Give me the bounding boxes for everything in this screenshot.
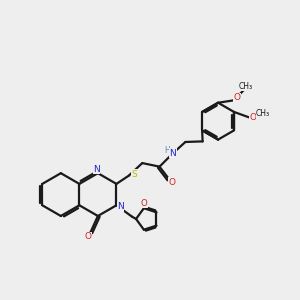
Text: N: N — [117, 202, 124, 211]
Text: CH₃: CH₃ — [238, 82, 253, 91]
Text: CH₃: CH₃ — [256, 109, 270, 118]
Text: O: O — [250, 113, 256, 122]
Text: H: H — [165, 146, 170, 155]
Text: O: O — [140, 199, 147, 208]
Text: S: S — [131, 169, 137, 178]
Text: O: O — [85, 232, 92, 241]
Text: O: O — [234, 94, 241, 103]
Text: O: O — [169, 178, 176, 187]
Text: N: N — [169, 149, 176, 158]
Text: N: N — [93, 165, 100, 174]
